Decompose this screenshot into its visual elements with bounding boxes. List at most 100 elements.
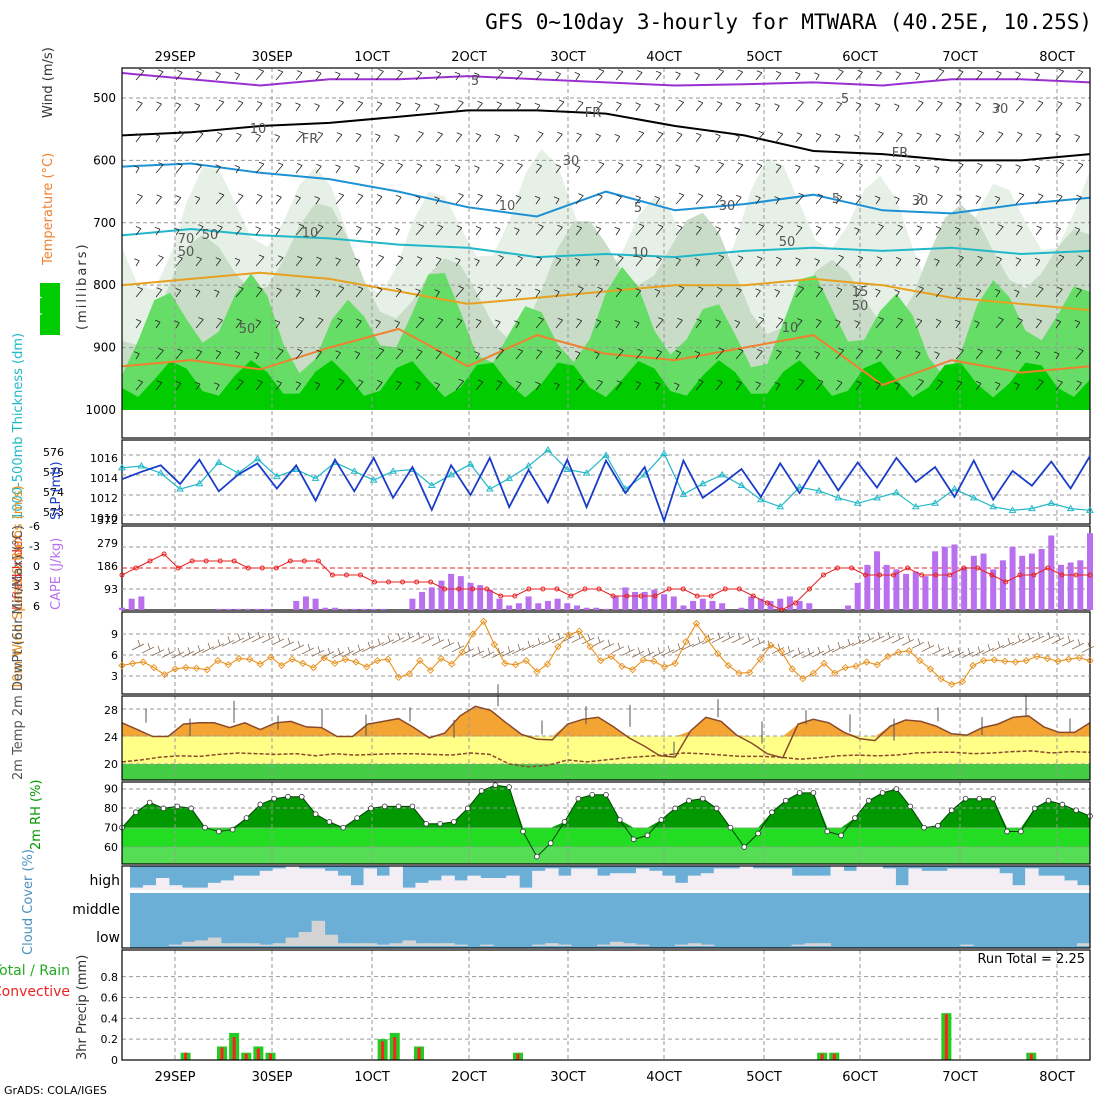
wind-barb [815, 379, 824, 391]
precip-tick-label: 0 [111, 1054, 118, 1067]
wind-barb [654, 196, 661, 205]
wind-barb [1034, 257, 1041, 267]
wind-barb [774, 196, 780, 205]
wind-barb [735, 69, 744, 81]
wind-barb [715, 161, 725, 174]
wind-barb [595, 319, 602, 329]
wind-barb [155, 348, 164, 360]
wind10-barb [371, 638, 385, 649]
cloud-high-bar [843, 870, 857, 890]
wind-barb [975, 162, 983, 174]
cape-bar [419, 591, 426, 610]
rh2m-point [810, 790, 817, 796]
cloud-high-bar [207, 882, 222, 890]
wind10-speed-point [788, 665, 796, 673]
wind-barb [575, 318, 583, 329]
wind-barb [1055, 101, 1063, 112]
wind-barb [1015, 132, 1023, 143]
wind-barb [455, 378, 465, 391]
wind10-barb [731, 632, 745, 644]
wind-barb [835, 254, 844, 267]
wind-barb [135, 133, 142, 143]
cape-bar [661, 594, 668, 610]
contour-label: 15 [852, 285, 869, 300]
lifted-index-point [133, 565, 139, 571]
wind-barb [615, 348, 624, 360]
wind-barb [975, 381, 982, 391]
wind10-speed-point [756, 655, 764, 663]
lifted-index-point [975, 565, 981, 571]
wind-barb [1035, 132, 1042, 143]
wind-barb [775, 317, 784, 329]
wind-barb [995, 224, 1004, 236]
thickness-point [698, 479, 707, 487]
lifted-index-point [372, 579, 378, 585]
wind-barb [1015, 99, 1025, 112]
wind-barb [355, 318, 362, 329]
wind-barb [515, 162, 523, 174]
wind-barb [574, 72, 581, 81]
contour-label: 10 [632, 246, 649, 261]
wind10-speed-point [671, 659, 679, 668]
wind-barb [415, 195, 421, 205]
wind-barb [715, 68, 724, 81]
cloud-low-bar [597, 944, 611, 946]
wind-barb [994, 288, 1001, 298]
wind-barb [535, 381, 541, 391]
wind-barb [515, 102, 522, 112]
wind10-speed-point [831, 669, 839, 677]
wind-barb [775, 163, 782, 174]
meteogram-panels: 29SEP 29SEP 30SEP 30SEP 1OCT 1OCT 2OCT 2OCT 3OCT… [29, 50, 1095, 1085]
wind-barb [395, 162, 404, 174]
wind-barb [455, 285, 464, 298]
wind-barb [255, 319, 262, 329]
rh2m-point [824, 828, 831, 835]
wind10-barb [401, 632, 415, 643]
wind-barb [695, 132, 702, 143]
rh2m-point [368, 805, 374, 812]
wind-barb [554, 289, 560, 298]
rh2m-point [713, 805, 720, 812]
wind-barb [495, 380, 503, 391]
rh2m-low-band [122, 847, 1090, 864]
wind-barb [1055, 379, 1063, 391]
wind-barb [835, 194, 843, 205]
rh2m-point [437, 820, 443, 827]
wind10-speed-point [884, 652, 892, 661]
wind-barb [253, 351, 260, 360]
cape-bar [922, 576, 929, 610]
wind-barb [235, 193, 244, 205]
cloud-low-bar [674, 944, 689, 946]
lifted-index-point [905, 565, 911, 571]
cape-bar [312, 598, 319, 610]
wind-barb [535, 349, 543, 360]
wind-barb [814, 72, 820, 81]
wind-barb [914, 257, 921, 267]
thickness-point [969, 493, 978, 501]
contour-label: 50 [239, 322, 256, 337]
wind10-barb [601, 639, 615, 650]
thickness-point [989, 502, 998, 510]
rh2m-point [935, 822, 941, 829]
precip-convective-bar [393, 1037, 397, 1060]
wind-barb [515, 255, 523, 267]
wind10-speed-point [1043, 654, 1052, 663]
wind10-speed-point [565, 631, 573, 639]
wind10-barb [521, 640, 535, 652]
wind-barb [194, 288, 201, 298]
wind-barb [395, 102, 402, 112]
wind-barb [435, 256, 442, 267]
date-label-bottom: 3OCT [550, 1070, 586, 1085]
cape-bar [506, 605, 513, 610]
lifted-index-point [161, 551, 167, 557]
wind-barb [855, 380, 862, 391]
wind-barb [994, 381, 1001, 391]
lifted-index-point [231, 558, 237, 564]
thickness-point [1028, 504, 1036, 512]
rh2m-point [423, 820, 430, 827]
cape-li-panel: -6 -3 0 3 6 93 186 279 372 [29, 514, 1093, 613]
contour-label: 10 [782, 321, 799, 336]
wind10-speed-point [990, 656, 998, 664]
wind-barb [335, 192, 345, 205]
rh2m-point [686, 797, 692, 804]
